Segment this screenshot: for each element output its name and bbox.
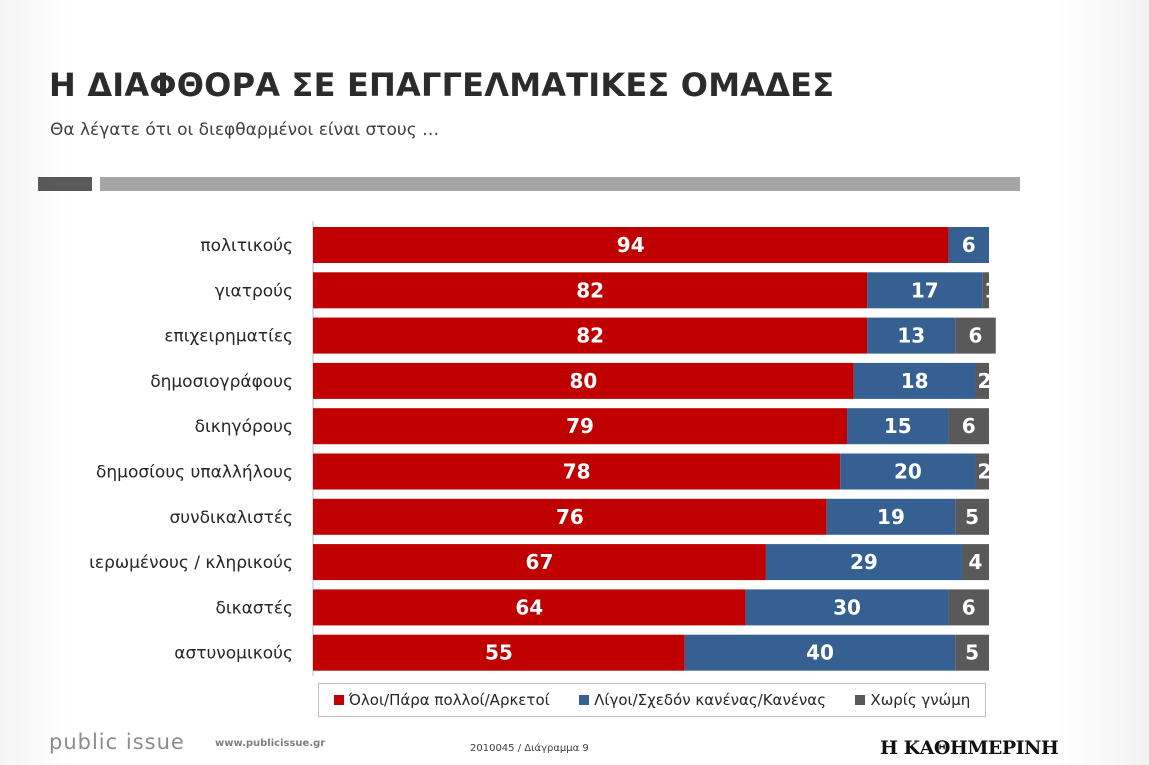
- bar-segment: [826, 498, 956, 535]
- bar-segment: [975, 362, 989, 399]
- data-label: 13: [897, 324, 925, 348]
- bar-segment: [313, 227, 949, 263]
- category-label: επιχειρηματίες: [164, 327, 293, 347]
- header-rule-dark: [38, 177, 92, 191]
- category-label: ιερωμένους / κληρικούς: [89, 553, 293, 573]
- footer-url: www.publicissue.gr: [215, 738, 326, 749]
- legend-item-no-opinion: Χωρίς γνώμη: [855, 691, 970, 709]
- bar-segment: [948, 227, 989, 263]
- bar-segment: [867, 272, 983, 309]
- bar-segment: [313, 589, 746, 626]
- legend-swatch-many: [333, 695, 344, 705]
- data-label: 55: [485, 641, 513, 665]
- data-label: 19: [877, 505, 905, 529]
- category-label: δημοσίους υπαλλήλους: [96, 463, 293, 483]
- bar-segment: [313, 362, 854, 399]
- data-label: 30: [833, 595, 861, 619]
- category-label: συνδικαλιστές: [170, 508, 293, 528]
- data-label: 5: [965, 505, 979, 529]
- legend-label-few: Λίγοι/Σχεδόν κανένας/Κανένας: [594, 691, 827, 709]
- legend-swatch-no-opinion: [855, 695, 866, 705]
- legend-swatch-few: [579, 695, 590, 705]
- footer-code: 2010045 / Διάγραμμα 9: [470, 743, 589, 754]
- data-label: 2: [977, 369, 991, 393]
- bar-segment: [948, 589, 989, 626]
- bar-segment: [745, 589, 949, 626]
- data-label: 15: [884, 414, 912, 438]
- data-label: 76: [556, 505, 584, 529]
- newspaper-logo: Η ΚΑΘΗΜΕΡΙΝΗ: [880, 737, 1059, 759]
- bar-segment: [313, 634, 685, 671]
- bar-segment: [847, 408, 949, 445]
- data-label: 40: [806, 641, 834, 665]
- data-label: 5: [965, 641, 979, 665]
- data-label: 6: [962, 595, 976, 619]
- bar-segment: [955, 634, 989, 671]
- data-label: 6: [962, 233, 976, 257]
- legend-label-no-opinion: Χωρίς γνώμη: [870, 691, 971, 709]
- legend-item-many: Όλοι/Πάρα πολλοί/Αρκετοί: [333, 691, 550, 709]
- bar-segment: [975, 453, 989, 490]
- data-label: 78: [563, 460, 591, 484]
- bar-segment: [982, 272, 989, 309]
- category-label: δημοσιογράφους: [150, 372, 293, 392]
- bar-segment: [961, 544, 989, 581]
- data-label: 4: [969, 550, 983, 574]
- data-label: 64: [515, 595, 543, 619]
- data-label: 6: [969, 324, 983, 348]
- bar-segment: [313, 544, 766, 581]
- chart-legend: Όλοι/Πάρα πολλοί/Αρκετοί Λίγοι/Σχεδόν κα…: [318, 683, 986, 717]
- data-label: 80: [569, 369, 597, 393]
- bar-segment: [313, 453, 841, 490]
- bar-segment: [313, 408, 848, 445]
- category-label: γιατρούς: [215, 281, 293, 301]
- legend-label-many: Όλοι/Πάρα πολλοί/Αρκετοί: [348, 691, 550, 709]
- data-label: 82: [576, 278, 604, 302]
- bar-segment: [867, 317, 956, 354]
- header-rule-light: [100, 177, 1020, 191]
- category-label: δικαστές: [215, 598, 293, 618]
- page-subtitle: Θα λέγατε ότι οι διεφθαρμένοι είναι στου…: [50, 120, 440, 140]
- bar-segment: [684, 634, 956, 671]
- bar-segment: [313, 317, 868, 354]
- data-label: 20: [894, 460, 922, 484]
- bar-segment: [840, 453, 976, 490]
- bar-segment: [955, 498, 989, 535]
- data-label: 6: [962, 414, 976, 438]
- stacked-bar-chart: πολιτικούς 94 6 γιατρούς 82 17 1 επιχειρηματίες…: [89, 221, 998, 676]
- bar-segment: [313, 498, 827, 535]
- data-label: 94: [617, 233, 645, 257]
- data-label: 67: [526, 550, 554, 574]
- bar-segment: [765, 544, 962, 581]
- data-label: 82: [576, 324, 604, 348]
- bar-segment: [948, 408, 989, 445]
- bar-segment: [955, 317, 996, 354]
- data-label: 1: [984, 278, 998, 302]
- category-label: αστυνομικούς: [174, 644, 293, 664]
- bar-segment: [853, 362, 976, 399]
- page-title: Η ΔΙΑΦΘΟΡΑ ΣΕ ΕΠΑΓΓΕΛΜΑΤΙΚΕΣ ΟΜΑΔΕΣ: [49, 66, 835, 104]
- category-label: δικηγόρους: [195, 417, 293, 437]
- data-label: 17: [911, 278, 939, 302]
- legend-item-few: Λίγοι/Σχεδόν κανένας/Κανένας: [579, 691, 826, 709]
- footer-brand: public issue: [49, 730, 185, 754]
- category-label: πολιτικούς: [200, 236, 293, 256]
- data-label: 18: [901, 369, 929, 393]
- data-label: 2: [977, 460, 991, 484]
- data-label: 79: [566, 414, 594, 438]
- bar-segment: [313, 272, 868, 309]
- data-label: 29: [850, 550, 878, 574]
